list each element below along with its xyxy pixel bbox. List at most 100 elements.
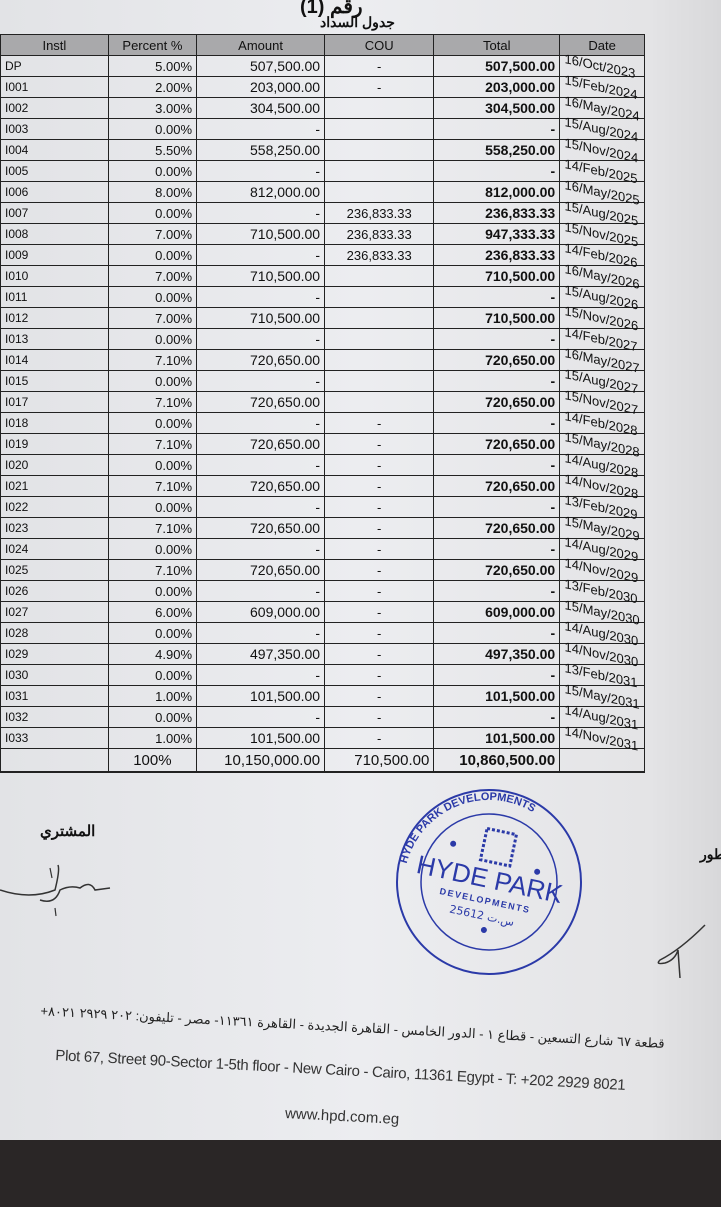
amount-cell: - <box>196 412 326 434</box>
totals-amount: 10,150,000.00 <box>196 748 326 773</box>
table-row: I019 7.10% 720,650.00-720,650.00 15/May/202… <box>0 424 645 464</box>
cou-cell: 236,833.33 <box>324 223 435 245</box>
instl-cell: I012 <box>0 307 109 329</box>
percent-cell: 0.00% <box>107 202 198 224</box>
cou-cell: - <box>324 706 435 728</box>
amount-cell: 812,000.00 <box>196 181 326 203</box>
instl-cell: I005 <box>0 160 109 182</box>
cou-cell: - <box>324 517 435 539</box>
total-cell: - <box>433 580 561 602</box>
amount-cell: - <box>196 202 326 224</box>
amount-cell: - <box>196 244 326 266</box>
cou-cell <box>324 370 435 392</box>
cou-cell: - <box>324 559 435 581</box>
instl-cell: I027 <box>0 601 109 623</box>
percent-cell: 7.10% <box>107 433 198 455</box>
total-cell: - <box>433 538 561 560</box>
amount-cell: - <box>196 580 326 602</box>
percent-cell: 4.90% <box>107 643 198 665</box>
amount-cell: 720,650.00 <box>196 349 326 371</box>
cou-cell <box>324 160 435 182</box>
footer-address-arabic: قطعة ٦٧ شارع التسعين - قطاع ١ - الدور ال… <box>40 1003 666 1051</box>
table-row: I009 0.00% -236,833.33 236,833.33 14/Feb/202… <box>0 235 645 275</box>
cou-cell <box>324 97 435 119</box>
amount-cell: 203,000.00 <box>196 76 326 98</box>
cou-cell: - <box>324 685 435 707</box>
percent-cell: 6.00% <box>107 601 198 623</box>
total-cell: - <box>433 286 561 308</box>
instl-cell: I001 <box>0 76 109 98</box>
total-cell: 720,650.00 <box>433 559 561 581</box>
cou-cell: - <box>324 55 435 77</box>
company-stamp: HYDE PARK DEVELOPMENTS HYDE PARK DEVELOP… <box>396 789 582 975</box>
instl-cell: I018 <box>0 412 109 434</box>
table-row: I033 1.00% 101,500.00-101,500.00 14/Nov/203… <box>0 718 645 758</box>
amount-cell: - <box>196 538 326 560</box>
header-date: Date <box>559 34 645 56</box>
cou-cell: - <box>324 580 435 602</box>
instl-cell: I031 <box>0 685 109 707</box>
totals-percent: 100% <box>107 748 198 773</box>
percent-cell: 0.00% <box>107 328 198 350</box>
percent-cell: 1.00% <box>107 685 198 707</box>
amount-cell: 558,250.00 <box>196 139 326 161</box>
amount-cell: 710,500.00 <box>196 307 326 329</box>
cou-cell: - <box>324 727 435 749</box>
total-cell: 236,833.33 <box>433 244 561 266</box>
percent-cell: 7.00% <box>107 223 198 245</box>
amount-cell: - <box>196 286 326 308</box>
table-row: I023 7.10% 720,650.00-720,650.00 15/May/202… <box>0 508 645 548</box>
percent-cell: 0.00% <box>107 706 198 728</box>
percent-cell: 5.00% <box>107 55 198 77</box>
percent-cell: 7.00% <box>107 265 198 287</box>
table-row: I017 7.10% 720,650.00 720,650.00 15/Nov/2027 <box>0 382 645 422</box>
total-cell: 812,000.00 <box>433 181 561 203</box>
cou-cell: - <box>324 622 435 644</box>
table-row: I021 7.10% 720,650.00-720,650.00 14/Nov/202… <box>0 466 645 506</box>
totals-cou: 710,500.00 <box>324 748 435 773</box>
instl-cell: I019 <box>0 433 109 455</box>
total-cell: - <box>433 118 561 140</box>
instl-cell: I024 <box>0 538 109 560</box>
amount-cell: 720,650.00 <box>196 433 326 455</box>
amount-cell: 720,650.00 <box>196 475 326 497</box>
instl-cell: I023 <box>0 517 109 539</box>
instl-cell: I030 <box>0 664 109 686</box>
cou-cell <box>324 139 435 161</box>
amount-cell: 720,650.00 <box>196 391 326 413</box>
cou-cell: - <box>324 412 435 434</box>
instl-cell: I033 <box>0 727 109 749</box>
percent-cell: 7.10% <box>107 559 198 581</box>
document-title: جدول السداد <box>320 14 395 30</box>
total-cell: - <box>433 454 561 476</box>
cou-cell: - <box>324 76 435 98</box>
total-cell: 710,500.00 <box>433 307 561 329</box>
cou-cell <box>324 265 435 287</box>
instl-cell: I009 <box>0 244 109 266</box>
instl-cell: I003 <box>0 118 109 140</box>
amount-cell: 304,500.00 <box>196 97 326 119</box>
amount-cell: - <box>196 328 326 350</box>
table-row: I010 7.00% 710,500.00 710,500.00 16/May/2026 <box>0 256 645 296</box>
table-row: I012 7.00% 710,500.00 710,500.00 15/Nov/2026 <box>0 298 645 338</box>
background-surface <box>0 1140 721 1207</box>
table-row: I028 0.00% - - -14/Aug/2030 <box>0 613 645 653</box>
total-cell: - <box>433 370 561 392</box>
percent-cell: 5.50% <box>107 139 198 161</box>
percent-cell: 8.00% <box>107 181 198 203</box>
amount-cell: - <box>196 118 326 140</box>
percent-cell: 3.00% <box>107 97 198 119</box>
table-row: I013 0.00% - -14/Feb/2027 <box>0 319 645 359</box>
instl-cell: I026 <box>0 580 109 602</box>
cou-cell: - <box>324 433 435 455</box>
header-amount: Amount <box>196 34 326 56</box>
instl-cell: I006 <box>0 181 109 203</box>
table-header-row: Instl Percent % Amount COU Total Date <box>0 34 645 56</box>
total-cell: 720,650.00 <box>433 391 561 413</box>
total-cell: 203,000.00 <box>433 76 561 98</box>
percent-cell: 7.10% <box>107 349 198 371</box>
percent-cell: 7.10% <box>107 475 198 497</box>
table-row: DP 5.00% 507,500.00-507,500.00 16/Oct/2023 <box>0 46 645 86</box>
amount-cell: - <box>196 622 326 644</box>
amount-cell: 507,500.00 <box>196 55 326 77</box>
